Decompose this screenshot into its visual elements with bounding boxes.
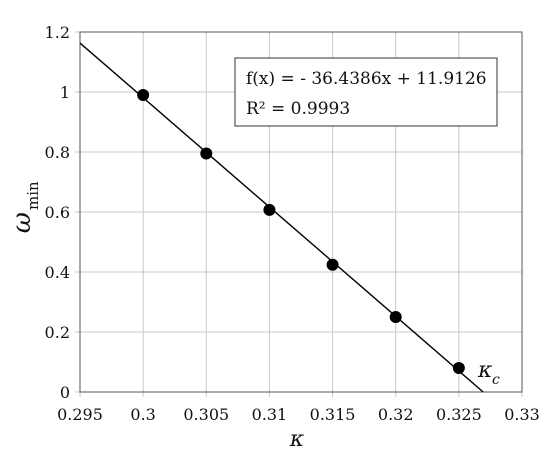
data-point <box>200 147 213 160</box>
x-tick-label: 0.3 <box>130 405 155 424</box>
plot-frame <box>79 31 523 393</box>
trend-line <box>79 42 484 393</box>
kappa-c-annotation: κ c <box>477 358 500 388</box>
x-tick-label: 0.325 <box>436 405 482 424</box>
y-axis-title: ω min <box>7 181 42 233</box>
x-tick-labels: 0.295 0.3 0.305 0.31 0.315 0.32 0.325 0.33 <box>57 405 540 424</box>
fit-box: f(x) = - 36.4386x + 11.9126 R² = 0.9993 <box>234 57 498 127</box>
data-point <box>263 203 276 216</box>
x-tick-label: 0.305 <box>183 405 229 424</box>
y-tick-label: 1 <box>60 83 70 102</box>
y-tick-label: 1.2 <box>45 23 70 42</box>
y-tick-labels: 0 0.2 0.4 0.6 0.8 1 1.2 <box>45 23 70 402</box>
data-points <box>137 89 465 374</box>
data-point <box>389 311 402 323</box>
data-point <box>452 362 465 374</box>
x-tick-label: 0.33 <box>504 405 540 424</box>
y-axis-title-sub: min <box>24 181 42 210</box>
fit-equation: f(x) = - 36.4386x + 11.9126 <box>246 69 487 89</box>
y-tick-label: 0.4 <box>45 263 70 282</box>
kappa-c-subscript: c <box>492 372 500 388</box>
y-tick-label: 0.2 <box>45 323 70 342</box>
x-tick-label: 0.32 <box>378 405 414 424</box>
data-point <box>137 89 150 101</box>
x-tick-label: 0.31 <box>252 405 288 424</box>
x-tick-label: 0.315 <box>310 405 356 424</box>
kappa-c-symbol: κ <box>477 358 493 383</box>
y-axis-title-main: ω <box>7 212 37 233</box>
y-tick-label: 0.8 <box>45 143 70 162</box>
x-axis-title: κ <box>289 427 305 452</box>
y-tick-label: 0 <box>60 383 70 402</box>
x-tick-label: 0.295 <box>57 405 103 424</box>
y-tick-label: 0.6 <box>45 203 70 222</box>
fit-r-squared: R² = 0.9993 <box>246 99 350 119</box>
fit-box-frame <box>234 57 498 127</box>
data-point <box>326 258 339 271</box>
